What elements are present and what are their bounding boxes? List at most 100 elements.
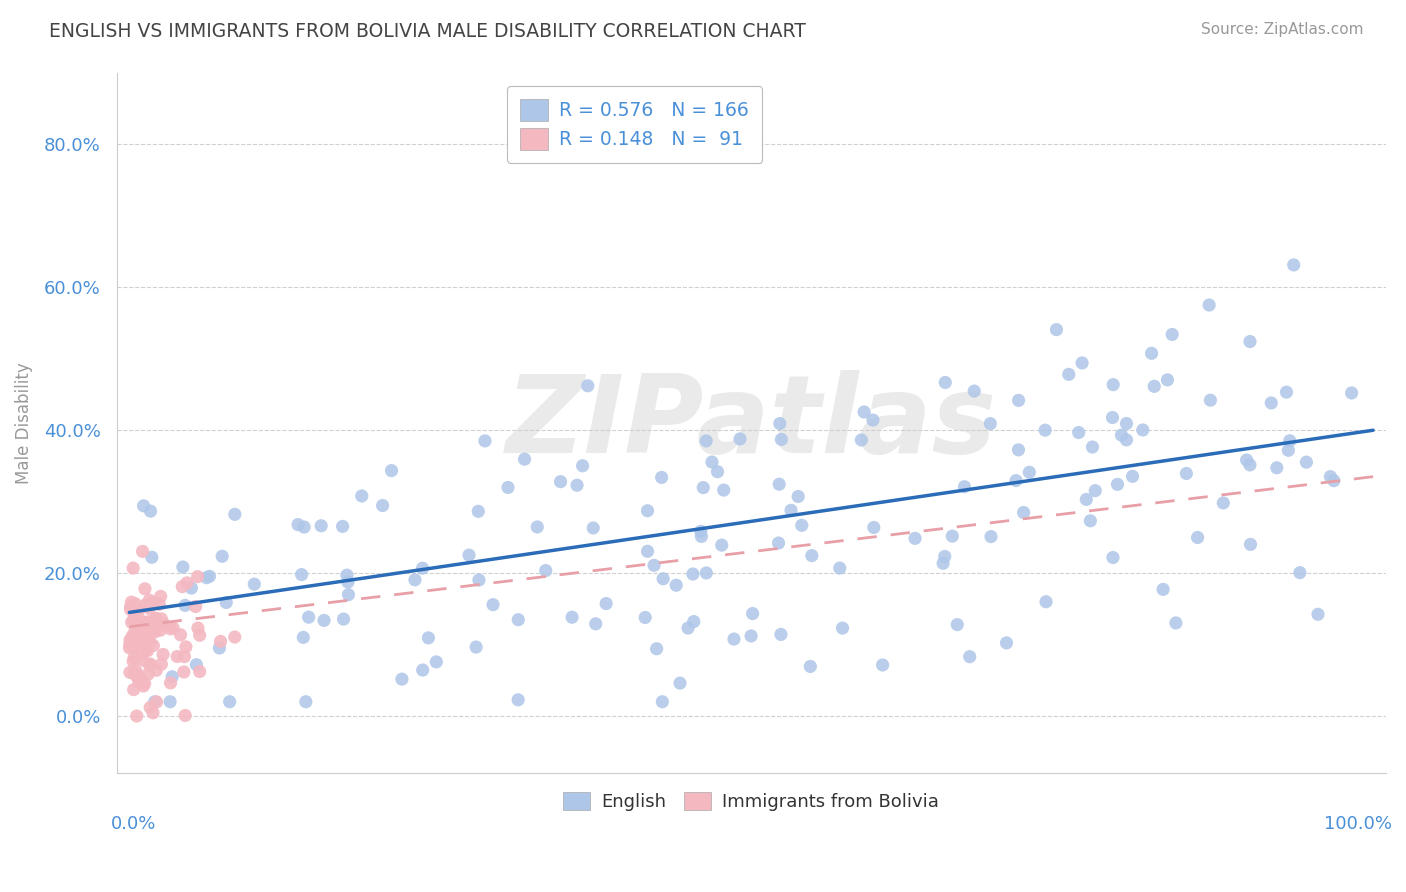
Point	[124, 624, 146, 639]
Point	[1033, 423, 1056, 437]
Point	[1198, 298, 1220, 312]
Point	[184, 599, 207, 614]
Point	[143, 695, 166, 709]
Point	[643, 558, 665, 573]
Point	[312, 614, 335, 628]
Point	[125, 709, 148, 723]
Point	[135, 643, 157, 657]
Point	[1071, 356, 1094, 370]
Y-axis label: Male Disability: Male Disability	[15, 362, 32, 484]
Point	[139, 700, 162, 714]
Point	[1289, 566, 1312, 580]
Point	[1236, 453, 1258, 467]
Point	[1081, 440, 1104, 454]
Text: 0.0%: 0.0%	[111, 815, 156, 833]
Point	[576, 379, 599, 393]
Point	[134, 582, 156, 596]
Point	[904, 532, 927, 546]
Point	[122, 654, 145, 668]
Point	[1084, 483, 1107, 498]
Point	[561, 610, 583, 624]
Point	[128, 603, 150, 617]
Point	[138, 601, 160, 615]
Point	[120, 602, 142, 616]
Point	[1122, 469, 1144, 483]
Point	[124, 597, 146, 611]
Point	[768, 477, 790, 491]
Point	[142, 706, 165, 720]
Point	[134, 615, 156, 630]
Point	[1076, 492, 1098, 507]
Point	[295, 695, 318, 709]
Point	[676, 621, 699, 635]
Point	[1187, 531, 1209, 545]
Point	[799, 659, 821, 673]
Point	[728, 432, 751, 446]
Point	[118, 640, 141, 655]
Point	[139, 627, 162, 641]
Point	[371, 499, 394, 513]
Text: ENGLISH VS IMMIGRANTS FROM BOLIVIA MALE DISABILITY CORRELATION CHART: ENGLISH VS IMMIGRANTS FROM BOLIVIA MALE …	[49, 22, 806, 41]
Point	[224, 508, 246, 522]
Point	[287, 517, 309, 532]
Point	[474, 434, 496, 448]
Point	[946, 617, 969, 632]
Point	[391, 672, 413, 686]
Point	[1175, 467, 1198, 481]
Point	[1260, 396, 1282, 410]
Point	[380, 464, 402, 478]
Point	[132, 615, 155, 630]
Point	[132, 499, 155, 513]
Point	[125, 667, 148, 681]
Point	[1045, 323, 1067, 337]
Point	[291, 567, 314, 582]
Point	[118, 665, 141, 680]
Point	[138, 657, 160, 672]
Point	[872, 657, 894, 672]
Point	[741, 607, 763, 621]
Point	[1067, 425, 1090, 440]
Point	[209, 634, 232, 648]
Point	[790, 518, 813, 533]
Point	[195, 571, 218, 585]
Point	[1012, 506, 1035, 520]
Point	[1323, 474, 1346, 488]
Point	[128, 674, 150, 689]
Point	[128, 670, 150, 684]
Point	[128, 633, 150, 648]
Point	[404, 573, 426, 587]
Point	[467, 504, 489, 518]
Point	[120, 595, 142, 609]
Point	[173, 665, 195, 679]
Text: 100.0%: 100.0%	[1324, 815, 1392, 833]
Point	[780, 503, 803, 517]
Point	[425, 655, 447, 669]
Point	[1107, 477, 1129, 491]
Point	[513, 452, 536, 467]
Point	[187, 621, 209, 635]
Point	[768, 536, 790, 550]
Point	[1275, 385, 1298, 400]
Point	[1101, 410, 1123, 425]
Point	[690, 529, 713, 543]
Point	[136, 615, 159, 629]
Point	[121, 629, 143, 643]
Point	[153, 616, 176, 631]
Point	[458, 548, 481, 562]
Point	[122, 682, 145, 697]
Point	[332, 519, 354, 533]
Point	[336, 575, 359, 590]
Point	[700, 455, 723, 469]
Point	[508, 613, 530, 627]
Point	[534, 564, 557, 578]
Point	[1140, 346, 1163, 360]
Point	[526, 520, 548, 534]
Point	[953, 480, 976, 494]
Point	[1132, 423, 1154, 437]
Point	[482, 598, 505, 612]
Point	[211, 549, 233, 564]
Point	[1102, 377, 1125, 392]
Point	[120, 599, 142, 614]
Point	[1319, 469, 1341, 483]
Point	[706, 465, 728, 479]
